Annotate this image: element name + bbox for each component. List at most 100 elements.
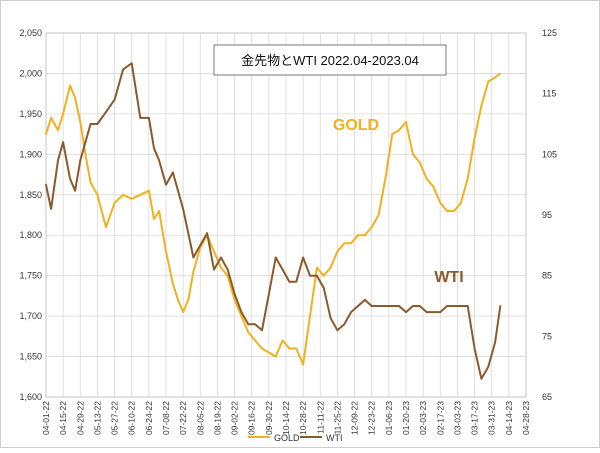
series-point-wti <box>309 274 311 277</box>
series-point-wti <box>412 305 414 307</box>
series-point-gold <box>439 202 442 204</box>
chart-title: 金先物とWTI 2022.04-2023.04 <box>241 53 419 68</box>
series-point-wti <box>336 329 339 332</box>
series-point-gold <box>302 363 304 366</box>
x-tick-label: 04-14-23 <box>504 401 514 435</box>
x-tick-label: 06-10-22 <box>127 401 137 435</box>
series-point-gold <box>172 282 174 285</box>
series-point-gold <box>453 210 455 212</box>
series-point-wti <box>364 299 366 301</box>
series-point-wti <box>148 117 150 119</box>
series-point-wti <box>199 244 202 247</box>
x-tick-label: 06-24-22 <box>144 401 154 435</box>
series-point-wti <box>130 62 133 65</box>
x-tick-label: 04-15-22 <box>58 401 68 435</box>
y-left-tick-label: 1,900 <box>19 149 42 159</box>
series-point-gold <box>79 121 82 123</box>
series-point-gold <box>233 299 236 301</box>
series-point-wti <box>220 256 222 259</box>
series-point-wti <box>182 208 185 210</box>
x-tick-label: 12-09-22 <box>350 401 360 435</box>
series-point-wti <box>254 323 256 326</box>
x-tick-label: 08-05-22 <box>195 401 205 435</box>
series-point-gold <box>322 274 325 277</box>
x-tick-label: 11-11-22 <box>315 401 325 434</box>
series-point-wti <box>499 305 502 307</box>
series-point-wti <box>432 311 435 313</box>
y-left-tick-label: 2,000 <box>19 68 42 78</box>
series-point-gold <box>398 129 400 132</box>
series-point-wti <box>460 305 462 307</box>
series-point-gold <box>418 161 421 164</box>
series-point-wti <box>165 183 167 186</box>
series-point-wti <box>466 305 469 307</box>
x-tick-label: 12-23-22 <box>367 401 377 435</box>
y-left-tick-label: 1,950 <box>19 109 42 119</box>
series-point-wti <box>233 293 236 295</box>
series-point-gold <box>122 193 124 196</box>
series-point-wti <box>439 311 442 313</box>
series-point-wti <box>302 256 304 259</box>
series-point-gold <box>84 153 87 156</box>
x-tick-label: 08-19-22 <box>212 401 222 435</box>
x-axis: 04-01-22 04-15-22 04-29-22 05-13-22 05-27-22… <box>41 401 531 435</box>
series-point-gold <box>182 311 185 313</box>
series-point-gold <box>494 76 496 79</box>
series-point-gold <box>226 274 229 277</box>
series-point-gold <box>309 315 311 317</box>
series-point-gold <box>192 270 195 273</box>
series-point-wti <box>172 171 174 174</box>
series-point-wti <box>418 305 421 307</box>
series-point-gold <box>74 96 76 99</box>
y-left-tick-label: 1,600 <box>19 392 42 402</box>
x-tick-label: 03-03-23 <box>452 401 462 435</box>
series-point-wti <box>89 123 92 125</box>
series-point-gold <box>45 133 47 136</box>
series-point-gold <box>139 193 142 196</box>
series-point-gold <box>357 234 359 237</box>
series-point-gold <box>220 266 222 269</box>
series-point-wti <box>494 341 496 344</box>
series-point-wti <box>370 305 373 307</box>
series-point-wti <box>281 268 284 271</box>
x-tick-label: 01-06-23 <box>384 401 394 435</box>
series-point-wti <box>377 305 380 307</box>
x-tick-label: 07-08-22 <box>161 401 171 435</box>
y-left-tick-label: 1,850 <box>19 190 42 200</box>
series-point-wti <box>139 117 142 119</box>
series-point-wti <box>158 159 161 162</box>
x-tick-label: 09-16-22 <box>247 401 257 435</box>
x-tick-label: 03-17-23 <box>470 401 480 435</box>
series-point-wti <box>45 183 47 186</box>
series-point-gold <box>295 347 298 350</box>
series-point-wti <box>453 305 455 307</box>
series-point-gold <box>288 347 291 350</box>
series-point-wti <box>79 159 82 162</box>
series-point-gold <box>165 250 167 253</box>
series-point-wti <box>274 256 277 259</box>
y-axis-right: 65 75 85 95 105 115 125 <box>542 28 557 402</box>
x-tick-label: 11-25-22 <box>332 401 342 435</box>
series-point-wti <box>268 293 270 295</box>
series-point-wti <box>329 317 332 319</box>
series-point-wti <box>316 274 318 277</box>
series-point-wti <box>50 208 52 210</box>
series-point-gold <box>487 80 490 83</box>
series-point-gold <box>460 202 462 204</box>
y-axis-left: 1,600 1,650 1,700 1,750 1,800 1,850 1,900 1,950… <box>19 28 42 402</box>
grid-layer <box>45 32 527 398</box>
series-point-gold <box>350 242 352 245</box>
x-tick-label: 10-28-22 <box>298 401 308 435</box>
series-point-gold <box>177 299 179 301</box>
series-point-wti <box>357 305 359 307</box>
series-point-gold <box>153 218 155 220</box>
series-point-wti <box>177 189 179 192</box>
series-point-gold <box>240 315 243 317</box>
x-tick-label: 05-27-22 <box>110 401 120 435</box>
series-point-wti <box>398 305 400 307</box>
series-point-wti <box>473 347 476 350</box>
series-point-wti <box>343 323 346 326</box>
x-tick-label: 02-17-23 <box>435 401 445 435</box>
